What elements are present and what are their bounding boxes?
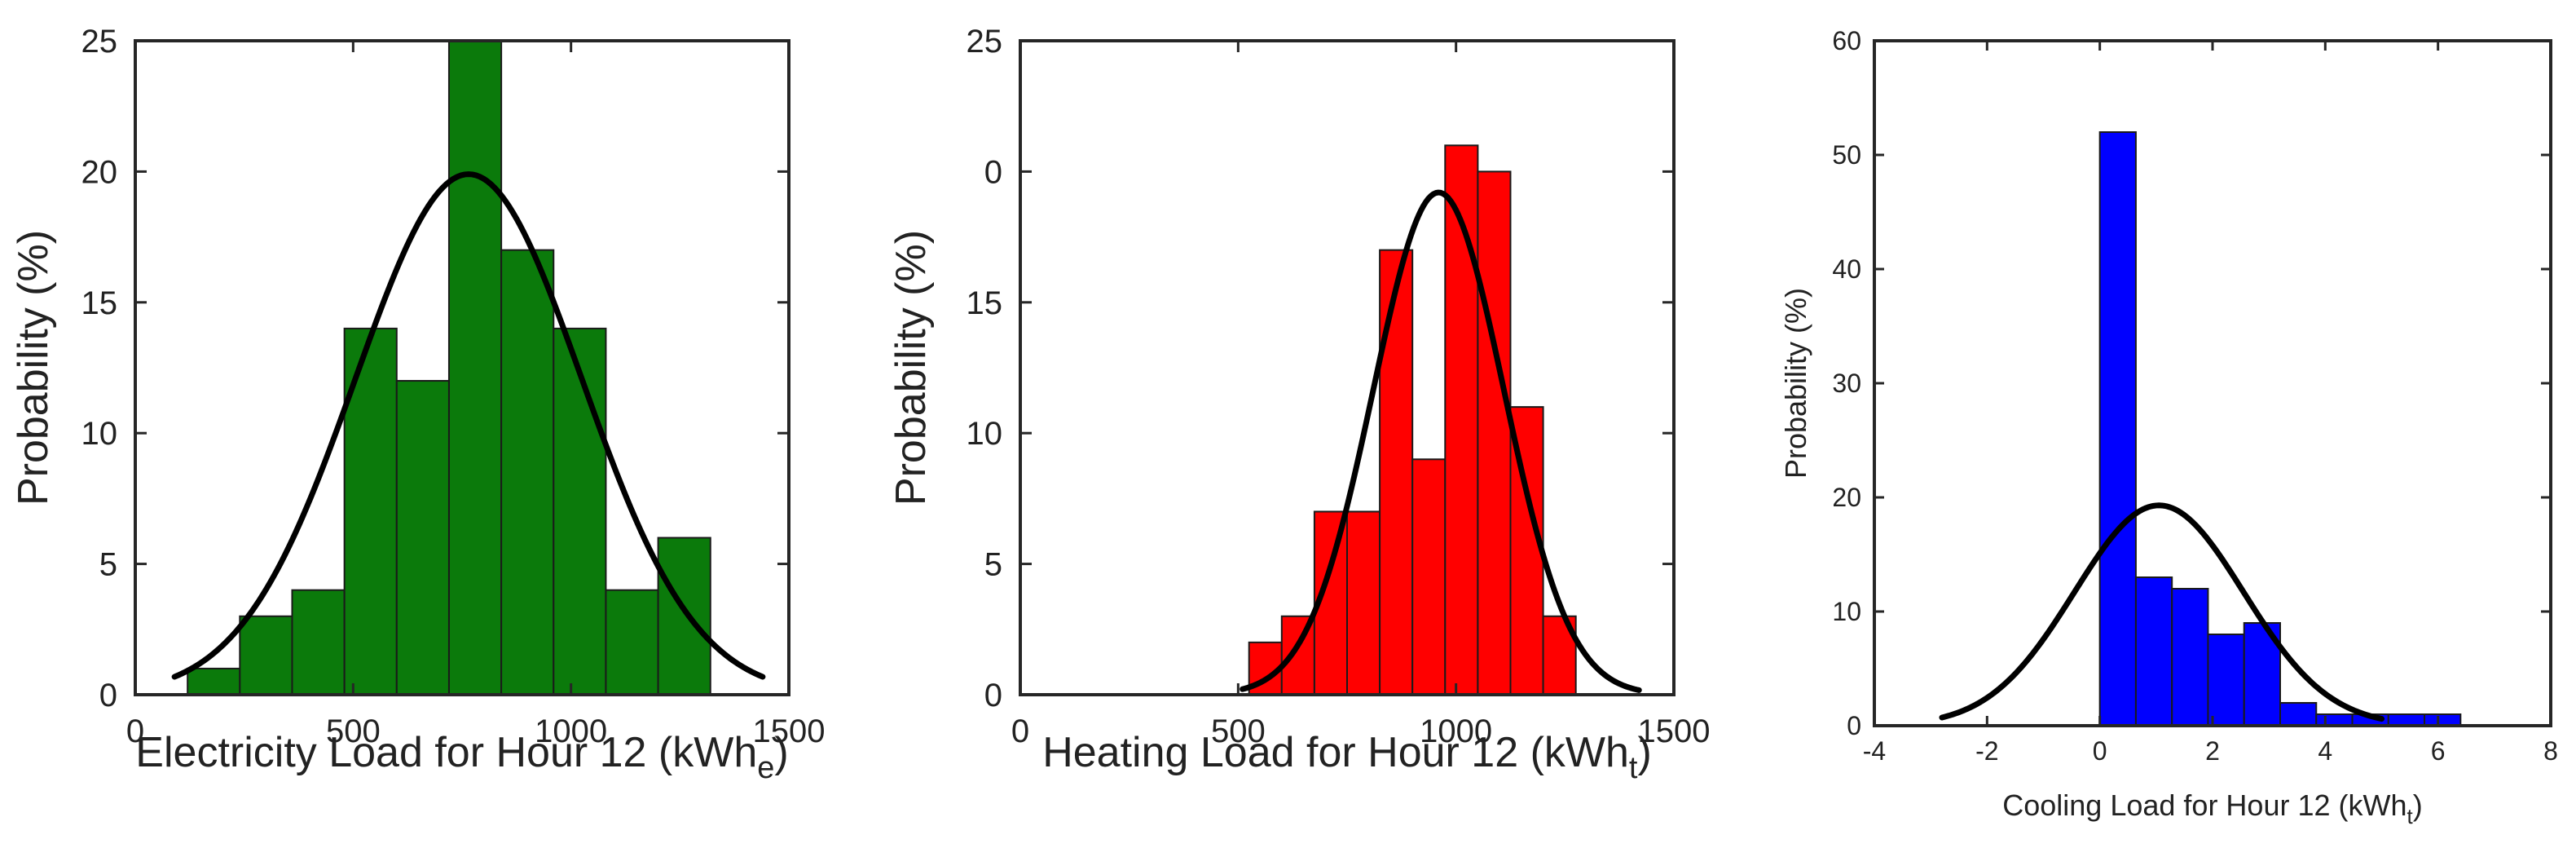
histogram-bar — [2315, 713, 2354, 727]
histogram-bar — [657, 537, 711, 696]
histogram-bar — [1444, 144, 1479, 696]
y-tick-label: 5 — [984, 547, 1002, 583]
histogram-bar — [239, 615, 293, 696]
y-tick-label: 10 — [1832, 597, 1861, 626]
histogram-bar — [1379, 249, 1414, 696]
y-axis-label: Probability (%) — [1779, 288, 1812, 479]
x-tick-label: 6 — [2431, 736, 2446, 766]
y-tick-label: 0 — [984, 154, 1002, 190]
histogram-bar — [2279, 702, 2318, 727]
histogram-bar — [395, 380, 450, 696]
y-tick-label: 25 — [81, 24, 118, 60]
histogram-bar — [2171, 588, 2209, 727]
axes-frame — [1873, 39, 2552, 727]
x-tick-label: 500 — [1211, 713, 1266, 749]
y-tick-label: 20 — [1832, 483, 1861, 512]
y-tick-label: 25 — [967, 24, 1003, 60]
x-tick-label: 1500 — [1638, 713, 1711, 749]
axes-frame — [134, 39, 790, 696]
histogram-bar — [2424, 713, 2462, 727]
x-axis-label: Cooling Load for Hour 12 (kWht) — [2002, 788, 2422, 828]
x-tick-label: 2 — [2205, 736, 2220, 766]
x-tick-label: 4 — [2318, 736, 2332, 766]
y-tick-label: 5 — [99, 547, 117, 583]
heating-load-histogram: 0 500 1000 1500 0 5 10 15 0 25 Heating Load for Ho… — [887, 24, 1710, 785]
y-tick-label: 10 — [967, 416, 1003, 452]
x-tick-label: -2 — [1975, 736, 1998, 766]
y-tick-label: 0 — [984, 678, 1002, 713]
histogram-bar — [1477, 170, 1512, 696]
histogram-bar — [500, 249, 555, 696]
histogram-bar — [2134, 576, 2173, 727]
y-axis-label: Probability (%) — [10, 230, 57, 506]
x-axis-label: Heating Load for Hour 12 (kWht) — [1042, 729, 1652, 785]
x-tick-label: 1000 — [535, 713, 607, 749]
histogram-bar — [1411, 458, 1447, 696]
x-tick-label: -4 — [1863, 736, 1886, 766]
cooling-load-histogram: -4 -2 0 2 4 6 8 0 10 20 30 40 50 60 Cooling Load for H… — [1779, 26, 2558, 828]
x-tick-label: 0 — [1011, 713, 1029, 749]
y-tick-label: 20 — [81, 154, 118, 190]
normal-fit-curve — [1939, 502, 2384, 722]
histogram-bar — [447, 40, 503, 696]
y-tick-label: 15 — [81, 285, 118, 321]
x-tick-label: 500 — [326, 713, 381, 749]
x-tick-label: 0 — [126, 713, 144, 749]
histogram-bar — [2387, 713, 2426, 727]
y-tick-label: 0 — [99, 678, 117, 713]
y-tick-label: 30 — [1832, 369, 1861, 398]
normal-fit-curve — [171, 171, 766, 680]
x-tick-label: 1500 — [753, 713, 826, 749]
histogram-bar — [187, 667, 241, 696]
normal-fit-curve — [1240, 189, 1642, 693]
x-tick-label: 1000 — [1420, 713, 1492, 749]
y-tick-label: 40 — [1832, 254, 1861, 284]
x-tick-label: 8 — [2543, 736, 2558, 766]
x-axis-label: Electricity Load for Hour 12 (kWhe) — [135, 729, 788, 785]
histogram-bar — [605, 589, 659, 696]
y-tick-label: 60 — [1832, 26, 1861, 55]
y-tick-label: 15 — [967, 285, 1003, 321]
histogram-bar — [553, 327, 607, 696]
electricity-load-histogram: 0 500 1000 1500 0 5 10 15 20 25 Electricity Load f… — [10, 24, 825, 785]
y-tick-label: 0 — [1847, 711, 1861, 740]
histogram-bar — [1346, 510, 1381, 696]
y-tick-label: 50 — [1832, 140, 1861, 170]
y-axis-label: Probability (%) — [887, 230, 935, 506]
y-tick-label: 10 — [81, 416, 118, 452]
axes-frame — [1019, 39, 1676, 696]
histogram-bar — [291, 589, 346, 696]
histogram-bar — [2207, 634, 2245, 727]
x-tick-label: 0 — [2093, 736, 2107, 766]
histogram-bar — [2098, 131, 2137, 727]
